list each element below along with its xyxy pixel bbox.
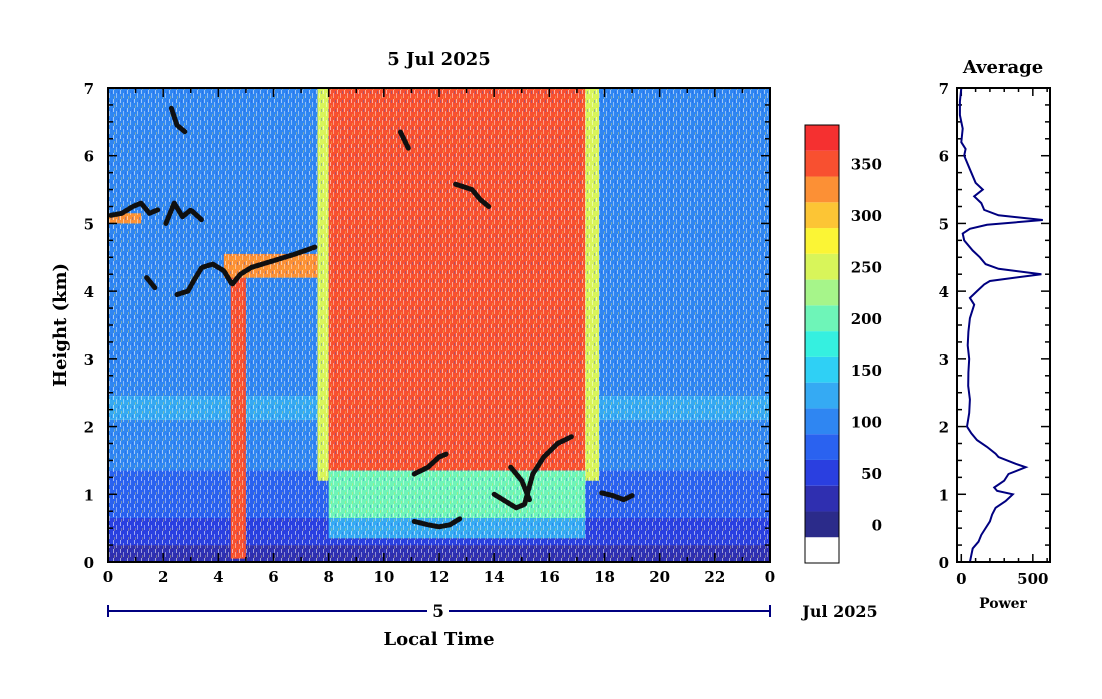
colorbar-bin-5 bbox=[805, 408, 839, 435]
colorbar-bin-16 bbox=[805, 125, 839, 151]
main-x-tick-label-0: 0 bbox=[103, 568, 113, 586]
profile-plot-frame bbox=[956, 87, 1051, 563]
profile-y-tick-label-2: 2 bbox=[939, 419, 949, 437]
colorbar-bin-4 bbox=[805, 434, 839, 460]
day-bar-label: 5 bbox=[432, 602, 444, 622]
profile-y-tick-label-7: 7 bbox=[939, 80, 949, 98]
main-y-axis-label: Height (km) bbox=[50, 263, 71, 387]
colorbar-tick-labels: 0 50 100 150 200 250 300 350 bbox=[851, 156, 882, 535]
profile-x-tick-label-0: 0 bbox=[956, 570, 966, 588]
colorbar-bin-8 bbox=[805, 331, 839, 357]
main-x-tick-label-9: 18 bbox=[594, 568, 615, 586]
main-x-tick-label-4: 8 bbox=[323, 568, 333, 586]
colorbar-tick-label-4: 200 bbox=[851, 310, 882, 328]
colorbar-bin-9 bbox=[805, 305, 839, 332]
colorbar-bin-1 bbox=[805, 511, 839, 538]
profile-title: Average bbox=[962, 57, 1043, 78]
colorbar-bin-13 bbox=[805, 202, 839, 229]
colorbar bbox=[805, 125, 839, 563]
main-title: 5 Jul 2025 bbox=[387, 49, 491, 70]
main-y-tick-label-4: 4 bbox=[84, 283, 94, 301]
profile-y-tick-label-1: 1 bbox=[939, 486, 949, 504]
cloud-feature-3 bbox=[163, 200, 205, 226]
profile-y-tick-label-4: 4 bbox=[939, 283, 949, 301]
colorbar-bin-10 bbox=[805, 279, 839, 306]
profile-y-tick-labels: 0 1 2 3 4 5 6 7 bbox=[939, 80, 949, 572]
main-y-tick-label-3: 3 bbox=[84, 351, 94, 369]
main-x-tick-labels: 0 2 4 6 8 10 12 14 16 18 20 22 0 bbox=[103, 568, 775, 586]
colorbar-tick-label-6: 300 bbox=[851, 207, 882, 225]
main-x-tick-label-3: 6 bbox=[268, 568, 278, 586]
main-x-axis-label: Local Time bbox=[383, 629, 494, 650]
colorbar-bin-0 bbox=[805, 537, 839, 563]
profile-y-tick-label-6: 6 bbox=[939, 148, 949, 166]
main-y-tick-label-6: 6 bbox=[84, 148, 94, 166]
main-x-tick-label-2: 4 bbox=[213, 568, 223, 586]
cloud-features bbox=[108, 105, 635, 530]
day-bar-label-bg bbox=[427, 602, 449, 620]
main-y-tick-label-2: 2 bbox=[84, 419, 94, 437]
main-x-tick-label-6: 12 bbox=[429, 568, 450, 586]
profile-x-tick-label-1: 500 bbox=[1017, 570, 1048, 588]
cloud-feature-8 bbox=[411, 515, 464, 530]
cloud-feature-5 bbox=[397, 129, 412, 152]
colorbar-tick-label-1: 50 bbox=[861, 465, 882, 483]
speckle-texture bbox=[108, 88, 770, 562]
main-x-tick-label-11: 22 bbox=[704, 568, 725, 586]
profile-y-tick-label-0: 0 bbox=[939, 554, 949, 572]
profile-series-line bbox=[958, 87, 1043, 563]
colorbar-frame bbox=[804, 124, 840, 564]
main-x-tick-label-10: 20 bbox=[649, 568, 670, 586]
colorbar-bin-6 bbox=[805, 382, 839, 409]
profile-x-tick-labels: 0 500 bbox=[956, 570, 1048, 588]
main-x-tick-label-7: 14 bbox=[484, 568, 505, 586]
day-bar-month-label: Jul 2025 bbox=[800, 602, 877, 621]
cloud-feature-4 bbox=[168, 105, 188, 135]
main-y-tick-label-1: 1 bbox=[84, 486, 94, 504]
cloud-feature-2 bbox=[174, 244, 318, 297]
profile-y-tick-label-5: 5 bbox=[939, 215, 949, 233]
cloud-feature-10 bbox=[508, 464, 533, 504]
cloud-feature-1 bbox=[144, 275, 158, 291]
cloud-feature-9 bbox=[491, 434, 574, 511]
colorbar-tick-label-7: 350 bbox=[851, 156, 882, 174]
main-x-tick-label-5: 10 bbox=[373, 568, 394, 586]
colorbar-bin-12 bbox=[805, 228, 839, 254]
main-y-tick-label-5: 5 bbox=[84, 215, 94, 233]
colorbar-tick-label-5: 250 bbox=[851, 259, 882, 277]
colorbar-tick-label-0: 0 bbox=[872, 516, 882, 534]
cloud-feature-7 bbox=[411, 451, 450, 477]
colorbar-tick-label-2: 100 bbox=[851, 413, 882, 431]
colorbar-tick-label-3: 150 bbox=[851, 362, 882, 380]
main-x-tick-label-1: 2 bbox=[158, 568, 168, 586]
profile-plot-bg bbox=[957, 88, 1050, 562]
colorbar-bin-2 bbox=[805, 485, 839, 512]
colorbar-bin-7 bbox=[805, 356, 839, 383]
main-y-tick-labels: 0 1 2 3 4 5 6 7 bbox=[84, 80, 94, 572]
main-y-tick-label-0: 0 bbox=[84, 554, 94, 572]
main-x-tick-label-8: 16 bbox=[539, 568, 560, 586]
colorbar-bin-14 bbox=[805, 176, 839, 203]
main-y-tick-label-7: 7 bbox=[84, 80, 94, 98]
main-x-tick-label-12: 0 bbox=[765, 568, 775, 586]
colorbar-bin-3 bbox=[805, 459, 839, 486]
main-plot-frame bbox=[107, 87, 771, 563]
profile-x-axis-label: Power bbox=[979, 596, 1027, 612]
colorbar-bin-15 bbox=[805, 150, 839, 177]
profile-y-tick-label-3: 3 bbox=[939, 351, 949, 369]
cloud-feature-0 bbox=[108, 200, 161, 218]
cloud-feature-11 bbox=[599, 490, 635, 503]
colorbar-bin-11 bbox=[805, 253, 839, 280]
cloud-feature-6 bbox=[453, 181, 492, 209]
